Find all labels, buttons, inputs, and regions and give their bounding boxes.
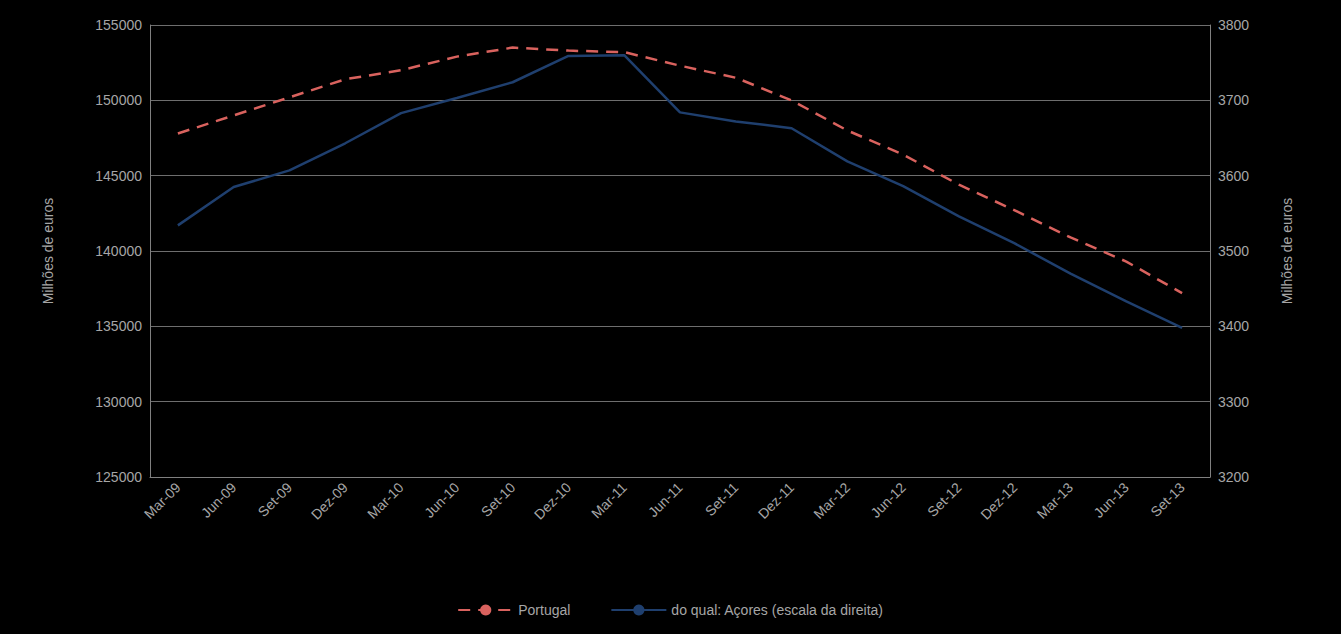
svg-text:3300: 3300 xyxy=(1218,394,1249,410)
svg-text:Dez-09: Dez-09 xyxy=(308,479,351,522)
svg-text:Mar-09: Mar-09 xyxy=(141,479,184,522)
svg-text:Jun-09: Jun-09 xyxy=(198,479,240,521)
svg-text:130000: 130000 xyxy=(95,394,142,410)
svg-text:3800: 3800 xyxy=(1218,17,1249,33)
svg-text:Mar-12: Mar-12 xyxy=(810,479,853,522)
svg-text:Set-13: Set-13 xyxy=(1147,479,1188,520)
svg-text:135000: 135000 xyxy=(95,318,142,334)
svg-text:Dez-12: Dez-12 xyxy=(977,479,1020,522)
svg-text:Jun-12: Jun-12 xyxy=(867,479,909,521)
svg-text:Jun-11: Jun-11 xyxy=(645,479,686,520)
svg-text:Mar-11: Mar-11 xyxy=(588,479,630,521)
svg-text:155000: 155000 xyxy=(95,17,142,33)
svg-text:Mar-13: Mar-13 xyxy=(1034,479,1077,522)
svg-text:Jun-13: Jun-13 xyxy=(1090,479,1132,521)
svg-text:Jun-10: Jun-10 xyxy=(421,479,463,521)
svg-text:145000: 145000 xyxy=(95,168,142,184)
svg-text:125000: 125000 xyxy=(95,469,142,485)
svg-text:Set-09: Set-09 xyxy=(255,479,296,520)
svg-text:3400: 3400 xyxy=(1218,318,1249,334)
svg-text:Dez-11: Dez-11 xyxy=(755,479,798,522)
svg-text:3700: 3700 xyxy=(1218,92,1249,108)
svg-text:Dez-10: Dez-10 xyxy=(531,479,574,522)
svg-text:Set-10: Set-10 xyxy=(478,479,519,520)
svg-text:Mar-10: Mar-10 xyxy=(364,479,407,522)
svg-text:Milhões de euros: Milhões de euros xyxy=(40,198,56,305)
svg-text:Set-11: Set-11 xyxy=(702,479,742,519)
svg-text:3500: 3500 xyxy=(1218,243,1249,259)
svg-text:Milhões de euros: Milhões de euros xyxy=(1279,198,1295,305)
svg-text:Portugal: Portugal xyxy=(518,602,570,618)
svg-text:140000: 140000 xyxy=(95,243,142,259)
svg-text:Set-12: Set-12 xyxy=(924,479,965,520)
svg-text:3600: 3600 xyxy=(1218,168,1249,184)
svg-text:3200: 3200 xyxy=(1218,469,1249,485)
svg-text:150000: 150000 xyxy=(95,92,142,108)
svg-text:do qual: Açores (escala da dir: do qual: Açores (escala da direita) xyxy=(671,602,883,618)
